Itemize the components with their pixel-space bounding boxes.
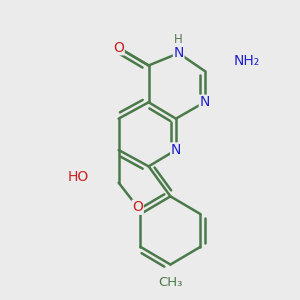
Text: H: H xyxy=(174,33,183,46)
Text: HO: HO xyxy=(68,170,88,184)
Text: N: N xyxy=(173,46,184,60)
Text: NH₂: NH₂ xyxy=(233,54,260,68)
Text: O: O xyxy=(132,200,143,214)
Text: N: N xyxy=(171,143,181,157)
Text: CH₃: CH₃ xyxy=(158,276,183,289)
Text: N: N xyxy=(200,95,210,109)
Text: O: O xyxy=(113,41,124,55)
